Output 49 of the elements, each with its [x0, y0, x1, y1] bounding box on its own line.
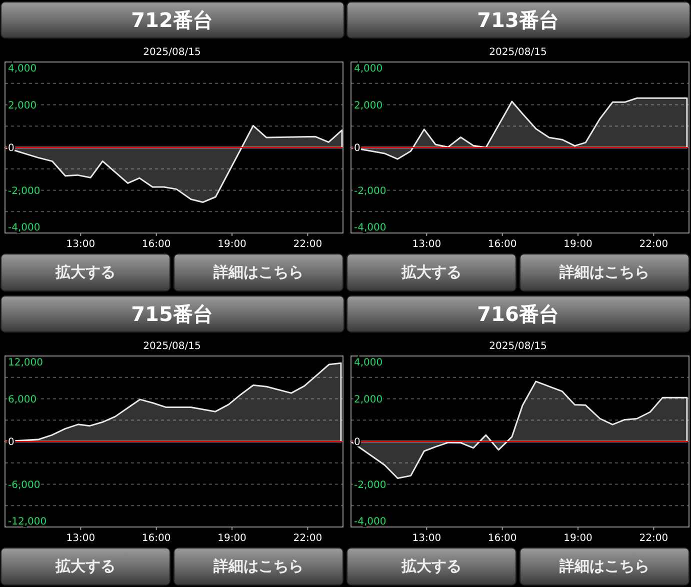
y-tick-label: -4,000: [354, 222, 386, 234]
text: 拡大する: [400, 557, 462, 575]
chart-subtitle: 2025/08/15: [143, 341, 201, 352]
x-tick-label: 16:00: [488, 533, 517, 544]
chart-title: 713番台: [477, 8, 559, 32]
x-tick-label: 19:00: [218, 239, 246, 250]
x-tick-label: 19:00: [564, 533, 592, 544]
x-tick-label: 13:00: [412, 239, 442, 250]
chart-title: 715番台: [131, 302, 213, 326]
y-tick-label: 4,000: [354, 64, 383, 74]
y-tick-label: -2,000: [354, 186, 386, 197]
x-tick-label: 13:00: [412, 533, 442, 544]
y-tick-label: 4,000: [354, 358, 383, 368]
chart-subtitle: 2025/08/15: [489, 47, 547, 58]
x-tick-label: 16:00: [142, 533, 171, 544]
y-tick-label: -12,000: [8, 516, 47, 528]
chart-title: 712番台: [131, 8, 213, 32]
y-tick-label: 6,000: [8, 394, 37, 406]
y-tick-label: 2,000: [354, 100, 383, 112]
x-tick-label: 16:00: [488, 239, 517, 250]
y-tick-label: -4,000: [8, 222, 40, 234]
x-tick-label: 22:00: [639, 533, 668, 544]
text: 拡大する: [400, 263, 462, 281]
y-tick-label: 2,000: [354, 394, 383, 406]
x-tick-label: 19:00: [218, 533, 246, 544]
y-tick-label: 2,000: [8, 100, 37, 112]
y-tick-label: -4,000: [354, 516, 386, 528]
chart-subtitle: 2025/08/15: [143, 47, 201, 58]
y-tick-label: -6,000: [8, 480, 40, 491]
y-tick-label: -2,000: [354, 480, 386, 491]
x-tick-label: 22:00: [293, 533, 322, 544]
x-tick-label: 16:00: [142, 239, 171, 250]
text: 詳細はこちら: [558, 557, 650, 575]
x-tick-label: 13:00: [66, 239, 96, 250]
y-tick-label: -2,000: [8, 186, 40, 197]
x-tick-label: 22:00: [293, 239, 322, 250]
x-tick-label: 19:00: [564, 239, 592, 250]
x-tick-label: 13:00: [66, 533, 96, 544]
y-tick-label: 12,000: [8, 358, 43, 368]
y-tick-label: 0: [8, 143, 14, 154]
chart-title: 716番台: [477, 302, 559, 326]
text: 拡大する: [54, 263, 116, 281]
text: 拡大する: [54, 557, 116, 575]
chart-subtitle: 2025/08/15: [489, 341, 547, 352]
x-tick-label: 22:00: [639, 239, 668, 250]
text: 詳細はこちら: [212, 263, 304, 281]
y-tick-label: 4,000: [8, 64, 37, 74]
text: 詳細はこちら: [558, 263, 650, 281]
text: 詳細はこちら: [212, 557, 304, 575]
